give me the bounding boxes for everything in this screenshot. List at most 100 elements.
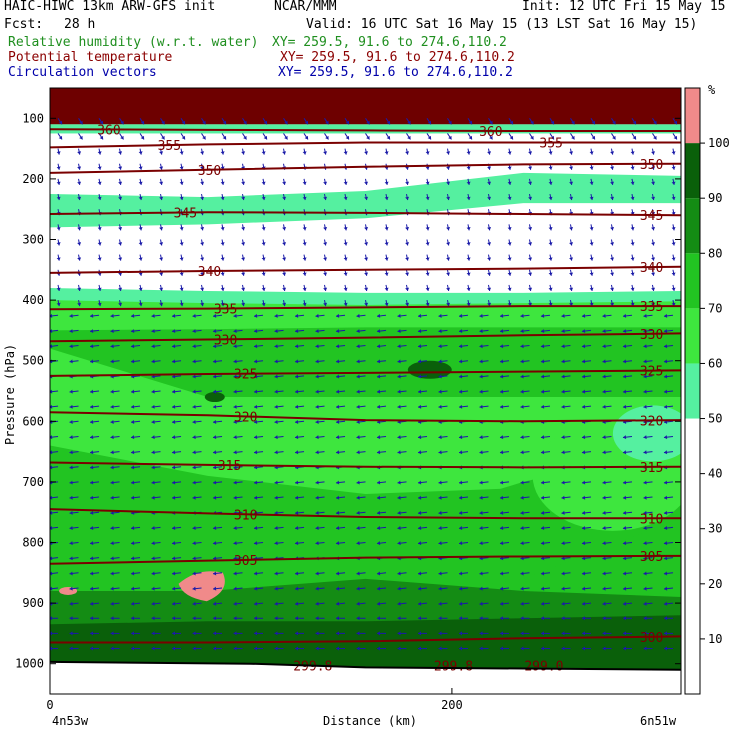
circulation-vector xyxy=(315,510,325,515)
circulation-vector xyxy=(397,329,407,334)
circulation-vector xyxy=(417,404,428,409)
circulation-vector xyxy=(151,616,161,621)
circulation-vector xyxy=(151,313,161,318)
circulation-vector xyxy=(89,541,100,546)
circulation-vector xyxy=(581,601,592,606)
circulation-vector xyxy=(89,571,100,576)
circulation-vector xyxy=(651,224,656,231)
circulation-vector xyxy=(151,450,161,455)
circulation-vector xyxy=(69,586,79,591)
circulation-vector xyxy=(479,571,489,576)
circulation-vector xyxy=(274,631,284,636)
circulation-vector xyxy=(438,541,448,546)
colorbar-segment xyxy=(685,198,700,254)
circulation-vector xyxy=(97,148,102,155)
circulation-vector xyxy=(274,510,284,515)
circulation-vector xyxy=(385,118,391,125)
circulation-vector xyxy=(323,254,328,261)
circulation-vector xyxy=(180,133,186,140)
circulation-vector xyxy=(159,239,164,246)
circulation-vector xyxy=(335,359,346,364)
circulation-vector xyxy=(622,480,633,485)
circulation-vector xyxy=(520,450,530,455)
circulation-vector xyxy=(643,450,653,455)
circulation-vector xyxy=(602,404,612,409)
circulation-vector xyxy=(335,344,346,349)
circulation-vector xyxy=(631,133,637,140)
circulation-vector xyxy=(159,163,164,170)
circulation-vector xyxy=(458,631,468,636)
circulation-vector xyxy=(622,616,632,621)
circulation-vector xyxy=(77,224,82,231)
circulation-vector xyxy=(671,209,676,216)
circulation-vector xyxy=(233,586,243,591)
circulation-vector xyxy=(220,224,225,231)
circulation-vector xyxy=(630,178,635,185)
circulation-vector xyxy=(376,389,387,394)
circulation-vector xyxy=(630,254,635,261)
circulation-vector xyxy=(97,224,102,231)
circulation-vector xyxy=(611,118,616,125)
circulation-vector xyxy=(253,586,264,591)
circulation-vector xyxy=(212,541,223,546)
circulation-vector xyxy=(622,404,633,409)
circulation-vector xyxy=(528,284,533,292)
colorbar-segment xyxy=(685,143,700,199)
circulation-vector xyxy=(192,480,202,485)
circulation-vector xyxy=(643,495,653,500)
circulation-vector xyxy=(397,495,407,500)
circulation-vector xyxy=(212,495,223,500)
circulation-vector xyxy=(336,616,346,621)
y-axis-title: Pressure (hPa) xyxy=(3,344,17,445)
colorbar-segment xyxy=(685,473,700,529)
circulation-vector xyxy=(548,239,553,246)
circulation-vector xyxy=(253,313,264,318)
circulation-vector xyxy=(671,193,676,201)
circulation-vector xyxy=(315,616,325,621)
circulation-vector xyxy=(233,404,243,409)
circulation-vector xyxy=(561,556,571,561)
circulation-vector xyxy=(323,193,328,201)
circulation-vector xyxy=(89,526,100,531)
circulation-vector xyxy=(56,300,61,307)
circulation-vector xyxy=(151,359,161,364)
circulation-vector xyxy=(69,359,79,364)
circulation-vector xyxy=(221,133,227,140)
circulation-vector xyxy=(315,344,325,349)
theta-contour-325 xyxy=(50,369,681,377)
circulation-vector xyxy=(610,148,615,155)
circulation-vector xyxy=(376,631,386,636)
circulation-vector xyxy=(192,344,202,349)
circulation-vector xyxy=(458,541,469,546)
circulation-vector xyxy=(50,465,59,470)
circulation-vector xyxy=(110,541,120,546)
circulation-vector xyxy=(356,616,366,621)
circulation-vector xyxy=(499,571,510,576)
circulation-vector xyxy=(110,616,120,621)
circulation-vector xyxy=(282,148,287,155)
theta-label-330: 330 xyxy=(214,333,237,348)
circulation-vector xyxy=(69,601,79,606)
circulation-vector xyxy=(499,495,510,500)
circulation-vector xyxy=(417,631,427,636)
circulation-vector xyxy=(90,616,100,621)
circulation-vector xyxy=(179,163,184,170)
circulation-vector xyxy=(561,480,571,485)
circulation-vector xyxy=(110,480,120,485)
circulation-vector xyxy=(458,450,469,455)
circulation-vector xyxy=(397,374,407,379)
circulation-vector xyxy=(602,313,612,318)
circulation-vector xyxy=(294,389,305,394)
circulation-vector xyxy=(643,526,653,531)
circulation-vector xyxy=(581,631,591,636)
x-axis-title: Distance (km) xyxy=(323,714,417,728)
circulation-vector xyxy=(97,193,102,201)
circulation-vector xyxy=(548,254,553,261)
circulation-vector xyxy=(274,435,284,440)
circulation-vector xyxy=(663,556,674,561)
circulation-vector xyxy=(561,435,571,440)
y-tick-label: 500 xyxy=(22,354,44,368)
circulation-vector xyxy=(561,571,571,576)
theta-label-315: 315 xyxy=(640,461,663,476)
circulation-vector xyxy=(671,239,676,246)
